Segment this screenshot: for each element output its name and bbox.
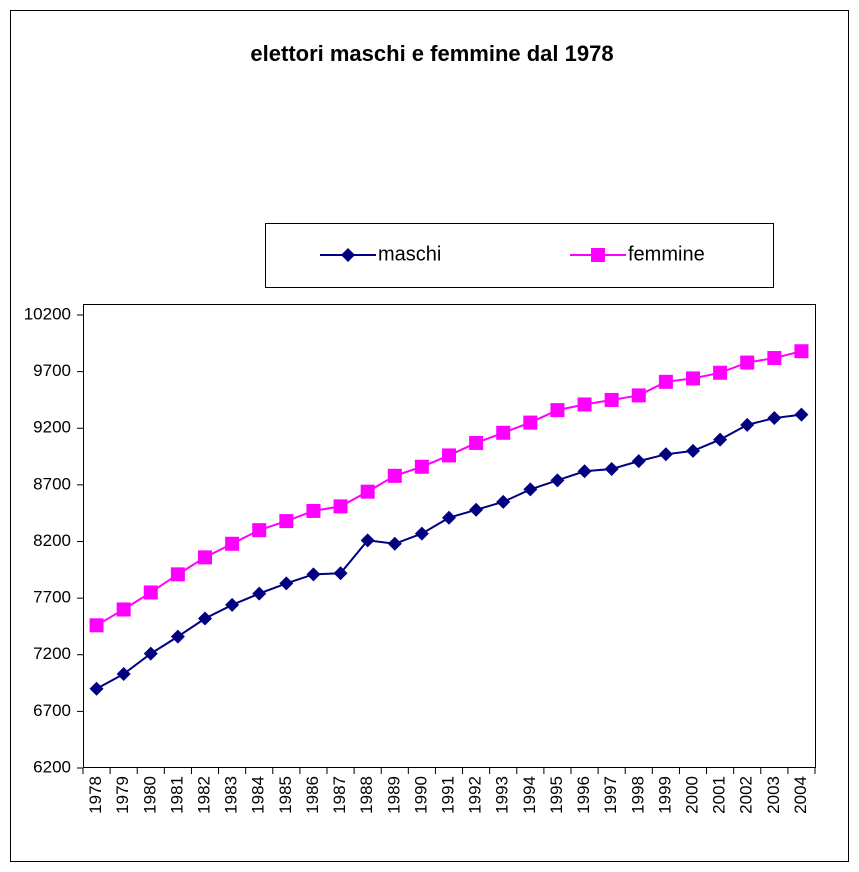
marker [279, 576, 294, 591]
x-tick-label: 1988 [357, 776, 376, 814]
marker [414, 526, 429, 541]
x-tick-label: 1996 [574, 776, 593, 814]
x-tick-label: 1982 [194, 776, 213, 814]
marker [577, 397, 592, 412]
x-tick-label: 1993 [493, 776, 512, 814]
y-tick-label: 9700 [33, 361, 71, 380]
marker [604, 392, 619, 407]
marker [591, 248, 605, 262]
legend-label: maschi [378, 243, 441, 265]
marker [740, 417, 755, 432]
x-tick-label: 1985 [276, 776, 295, 814]
marker [496, 425, 511, 440]
chart-border [10, 10, 849, 862]
marker [686, 371, 700, 386]
marker [658, 374, 673, 389]
marker [198, 611, 212, 626]
marker [686, 443, 700, 458]
marker [116, 602, 131, 617]
marker [713, 432, 728, 447]
marker [333, 499, 348, 514]
marker [496, 494, 511, 509]
y-tick-label: 7700 [33, 588, 71, 607]
marker [523, 482, 538, 497]
chart-title: elettori maschi e femmine dal 1978 [250, 41, 613, 66]
marker [469, 502, 484, 517]
x-tick-label: 2003 [764, 776, 783, 814]
marker [794, 344, 809, 359]
x-tick-label: 1987 [330, 776, 349, 814]
x-tick-label: 1997 [601, 776, 620, 814]
marker [170, 567, 185, 582]
x-tick-label: 1990 [411, 776, 430, 814]
marker [198, 550, 212, 565]
marker [116, 667, 131, 682]
x-tick-label: 2002 [737, 776, 756, 814]
x-tick-label: 2004 [791, 776, 810, 814]
x-tick-label: 1992 [466, 776, 485, 814]
x-tick-label: 1984 [249, 776, 268, 814]
x-tick-label: 1991 [438, 776, 457, 814]
marker [341, 248, 355, 262]
x-tick-label: 2000 [682, 776, 701, 814]
marker [252, 586, 267, 601]
y-tick-label: 7200 [33, 644, 71, 663]
y-tick-label: 6700 [33, 701, 71, 720]
marker [577, 464, 592, 479]
marker [550, 473, 565, 488]
marker [252, 523, 267, 538]
marker [713, 365, 728, 380]
x-tick-label: 1978 [86, 776, 105, 814]
x-tick-label: 1994 [520, 776, 539, 814]
marker [523, 415, 538, 430]
marker [143, 585, 158, 600]
marker [442, 448, 456, 463]
marker [360, 484, 375, 499]
marker [658, 447, 673, 462]
y-tick-label: 9200 [33, 418, 71, 437]
x-tick-label: 1995 [547, 776, 566, 814]
marker [143, 646, 158, 661]
marker [225, 597, 240, 612]
x-tick-label: 1998 [628, 776, 647, 814]
legend-label: femmine [628, 243, 705, 265]
x-tick-label: 2001 [710, 776, 729, 814]
marker [170, 629, 185, 644]
marker [279, 514, 294, 529]
marker [306, 567, 321, 582]
marker [306, 503, 321, 518]
marker [767, 351, 782, 366]
y-tick-label: 8700 [33, 474, 71, 493]
marker [333, 566, 348, 581]
x-tick-label: 1979 [113, 776, 132, 814]
x-tick-label: 1981 [167, 776, 186, 814]
marker [604, 462, 619, 477]
x-tick-label: 1980 [140, 776, 159, 814]
marker [740, 355, 755, 370]
marker [225, 536, 240, 551]
x-tick-label: 1986 [303, 776, 322, 814]
marker [360, 533, 375, 548]
marker [387, 468, 402, 483]
marker [767, 411, 782, 426]
y-tick-label: 8200 [33, 531, 71, 550]
marker [442, 510, 456, 525]
marker [89, 618, 104, 633]
marker [469, 435, 484, 450]
marker [631, 454, 646, 469]
x-tick-label: 1999 [655, 776, 674, 814]
x-tick-label: 1989 [384, 776, 403, 814]
marker [89, 681, 104, 696]
marker [550, 403, 565, 418]
y-tick-label: 10200 [24, 304, 71, 323]
marker [414, 459, 429, 474]
marker [387, 536, 402, 551]
y-tick-label: 6200 [33, 757, 71, 776]
marker [794, 407, 809, 422]
plot-area [83, 304, 816, 768]
x-tick-label: 1983 [222, 776, 241, 814]
marker [631, 388, 646, 403]
